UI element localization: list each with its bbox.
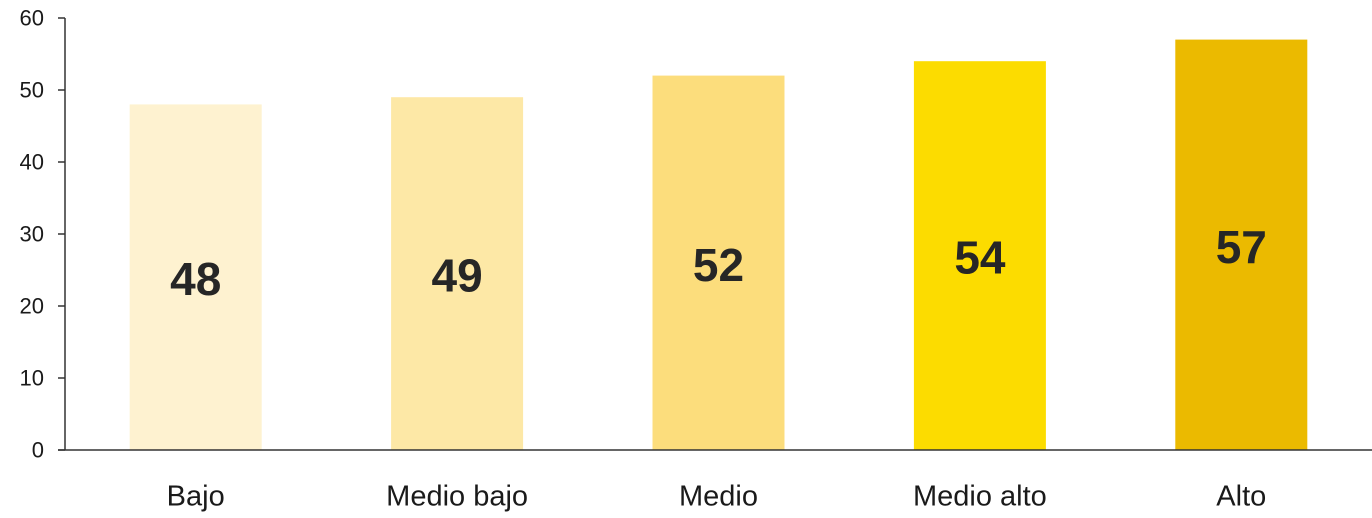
bar <box>391 97 524 450</box>
x-category-label: Bajo <box>167 481 225 513</box>
bars: 48 49 52 54 57 <box>129 39 1308 451</box>
data-label: 52 <box>693 239 744 291</box>
x-category-label: Medio bajo <box>386 481 528 513</box>
y-tick-label: 0 <box>32 438 44 463</box>
y-tick-label: 50 <box>20 78 44 103</box>
y-axis: 0 10 20 30 40 50 60 <box>20 6 66 463</box>
x-category-label: Medio alto <box>913 481 1047 513</box>
data-label: 48 <box>170 253 221 305</box>
bar <box>129 104 262 451</box>
data-label: 54 <box>954 232 1006 284</box>
x-category-label: Alto <box>1216 481 1266 513</box>
data-label: 57 <box>1216 221 1267 273</box>
bar <box>913 61 1046 450</box>
bar <box>652 75 785 450</box>
y-tick-label: 20 <box>20 294 44 319</box>
data-label: 49 <box>432 250 483 302</box>
bar <box>1175 39 1308 450</box>
y-tick-label: 60 <box>20 6 44 31</box>
y-tick-label: 10 <box>20 366 44 391</box>
y-tick-label: 30 <box>20 222 44 247</box>
y-tick-label: 40 <box>20 150 44 175</box>
x-axis: Bajo Medio bajo Medio Medio alto Alto <box>58 449 1372 513</box>
x-category-label: Medio <box>679 481 758 513</box>
